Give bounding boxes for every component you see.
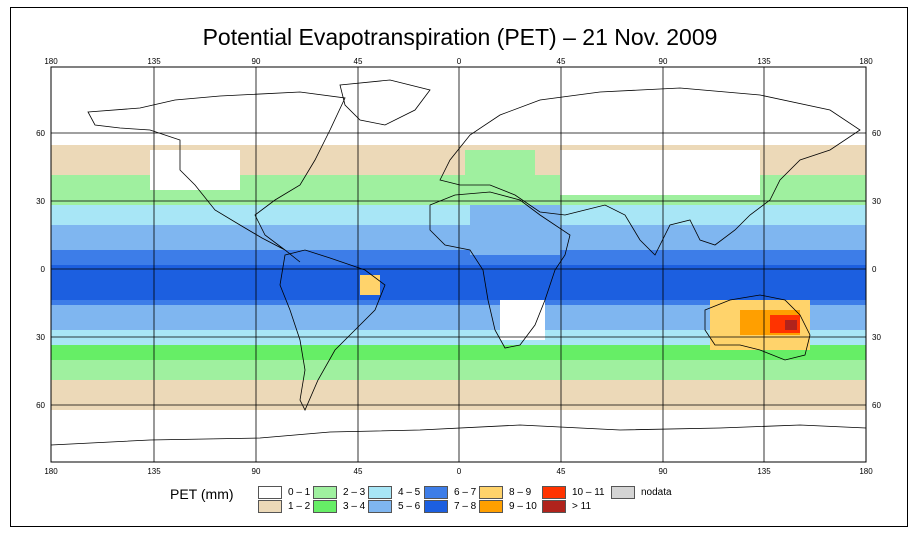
legend-label: > 11 [572, 501, 591, 512]
legend-title: PET (mm) [170, 486, 234, 502]
right-lat-label: 30 [872, 333, 881, 342]
south-america-outline [279, 249, 386, 411]
legend-swatch [313, 500, 337, 513]
legend-swatch [258, 486, 282, 499]
legend-label: 3 – 4 [343, 501, 366, 512]
legend-label: 6 – 7 [454, 487, 477, 498]
legend-label: 10 – 11 [572, 487, 605, 498]
right-lat-label: 0 [872, 265, 877, 274]
patch-europe [465, 150, 535, 180]
legend-label: nodata [641, 487, 672, 498]
top-lon-label: 45 [354, 57, 363, 66]
europe-asia-outline [439, 87, 861, 256]
bottom-lon-label: 90 [659, 467, 668, 476]
figure-frame [10, 7, 908, 527]
patch-brazil-high [360, 275, 380, 295]
top-lon-labels: 180 135 90 45 0 45 90 135 180 [44, 57, 873, 66]
legend-swatch [368, 486, 392, 499]
right-lat-label: 60 [872, 129, 881, 138]
legend-swatch [368, 500, 392, 513]
greenland-outline [339, 79, 431, 126]
left-lat-labels: 60 30 0 30 60 [36, 129, 45, 410]
pet-bands [51, 67, 866, 462]
patch-asia-cold [560, 150, 760, 195]
top-lon-label: 45 [557, 57, 566, 66]
legend-swatch [611, 486, 635, 499]
legend-swatch [542, 500, 566, 513]
top-lon-label: 135 [757, 57, 771, 66]
bottom-lon-label: 90 [252, 467, 261, 476]
legend-label: 8 – 9 [509, 487, 532, 498]
map-border [50, 66, 867, 463]
top-lon-label: 90 [252, 57, 261, 66]
antarctica-outline [50, 424, 867, 446]
legend-label: 2 – 3 [343, 487, 366, 498]
north-america-outline [87, 91, 346, 263]
left-lat-label: 60 [36, 129, 45, 138]
legend-label: 1 – 2 [288, 501, 311, 512]
legend-label: 5 – 6 [398, 501, 421, 512]
legend-swatch [542, 486, 566, 499]
bottom-lon-label: 135 [757, 467, 771, 476]
left-lat-label: 60 [36, 401, 45, 410]
legend-swatch [479, 500, 503, 513]
australia-outline [704, 294, 811, 361]
right-lat-labels: 60 30 0 30 60 [872, 129, 881, 410]
patch-australia-max [785, 320, 797, 330]
legend-label: 9 – 10 [509, 501, 537, 512]
bottom-lon-label: 180 [859, 467, 873, 476]
band-equatorial-core [51, 265, 866, 300]
legend-label: 7 – 8 [454, 501, 477, 512]
top-lon-label: 0 [457, 57, 462, 66]
bottom-lon-label: 135 [147, 467, 161, 476]
patch-arctic [51, 67, 866, 137]
legend-swatch [424, 500, 448, 513]
map-title: Potential Evapotranspiration (PET) – 21 … [202, 24, 718, 50]
bottom-lon-labels: 180 135 90 45 0 45 90 135 180 [44, 467, 873, 476]
patch-south-africa [500, 300, 545, 340]
top-lon-label: 180 [859, 57, 873, 66]
left-lat-label: 0 [41, 265, 46, 274]
legend-swatch [313, 486, 337, 499]
coastlines [50, 79, 867, 446]
band-temperate-south [51, 380, 866, 410]
right-lat-label: 60 [872, 401, 881, 410]
left-lat-label: 30 [36, 333, 45, 342]
graticule [51, 67, 866, 462]
legend-swatch [479, 486, 503, 499]
left-lat-label: 30 [36, 197, 45, 206]
bottom-lon-label: 0 [457, 467, 462, 476]
top-lon-label: 180 [44, 57, 58, 66]
legend-swatch [258, 500, 282, 513]
top-lon-label: 135 [147, 57, 161, 66]
africa-outline [429, 191, 571, 349]
legend-label: 4 – 5 [398, 487, 421, 498]
patch-sahara [470, 205, 560, 255]
patch-north-america-cold [150, 150, 240, 190]
patch-antarctica [51, 410, 866, 462]
bottom-lon-label: 45 [354, 467, 363, 476]
top-lon-label: 90 [659, 57, 668, 66]
bottom-lon-label: 45 [557, 467, 566, 476]
legend-swatch [424, 486, 448, 499]
legend-label: 0 – 1 [288, 487, 311, 498]
right-lat-label: 30 [872, 197, 881, 206]
bottom-lon-label: 180 [44, 467, 58, 476]
